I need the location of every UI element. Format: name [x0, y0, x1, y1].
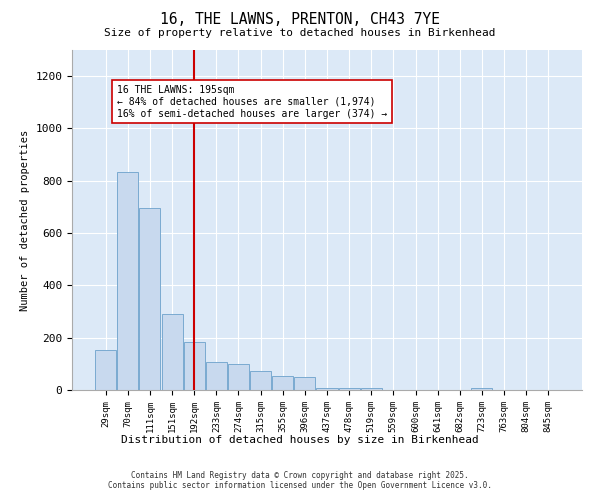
Text: Distribution of detached houses by size in Birkenhead: Distribution of detached houses by size …	[121, 435, 479, 445]
Y-axis label: Number of detached properties: Number of detached properties	[20, 130, 30, 310]
Text: Size of property relative to detached houses in Birkenhead: Size of property relative to detached ho…	[104, 28, 496, 38]
Bar	[118, 172, 139, 390]
Text: 16, THE LAWNS, PRENTON, CH43 7YE: 16, THE LAWNS, PRENTON, CH43 7YE	[160, 12, 440, 28]
Bar	[316, 388, 338, 390]
Text: 16 THE LAWNS: 195sqm
← 84% of detached houses are smaller (1,974)
16% of semi-de: 16 THE LAWNS: 195sqm ← 84% of detached h…	[117, 86, 387, 118]
Bar	[228, 364, 249, 390]
Bar	[139, 208, 160, 390]
Bar	[250, 371, 271, 390]
Text: Contains HM Land Registry data © Crown copyright and database right 2025.
Contai: Contains HM Land Registry data © Crown c…	[108, 470, 492, 490]
Bar	[206, 362, 227, 390]
Bar	[361, 388, 382, 390]
Bar	[184, 342, 205, 390]
Bar	[295, 378, 316, 390]
Bar	[338, 388, 359, 390]
Bar	[161, 314, 182, 390]
Bar	[272, 376, 293, 390]
Bar	[472, 388, 493, 390]
Bar	[95, 350, 116, 390]
